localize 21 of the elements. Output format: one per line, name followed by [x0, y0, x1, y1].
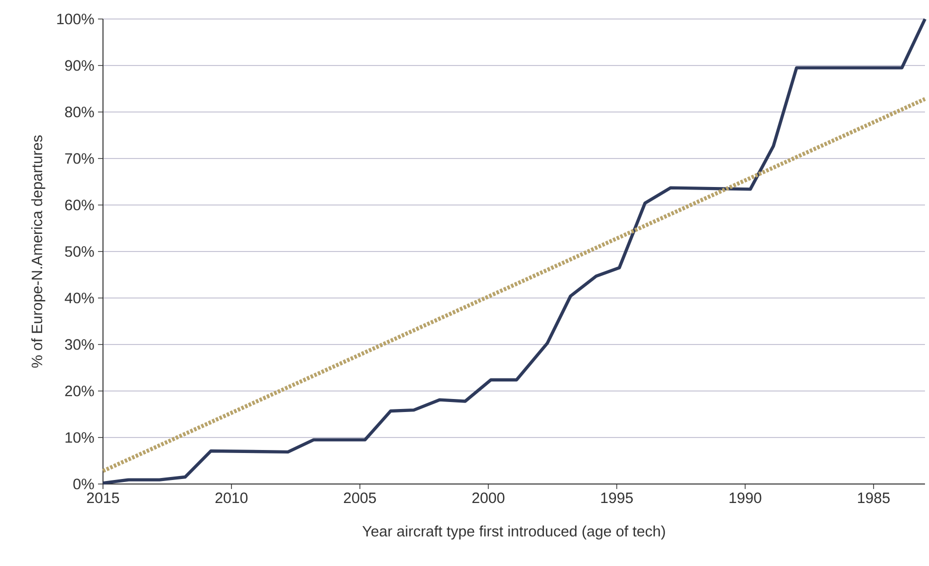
y-tick-label: 30%: [65, 339, 94, 350]
x-tick-label: 1990: [730, 492, 762, 504]
y-tick-label: 10%: [66, 432, 94, 443]
x-tick-label: 1985: [858, 492, 890, 504]
line-series: [101, 17, 927, 485]
x-tick-label: 2015: [87, 492, 120, 504]
y-axis-title: % of Europe-N.America departures: [31, 135, 46, 368]
y-tick-label: 100%: [57, 14, 94, 24]
y-tick-label: 20%: [65, 386, 94, 396]
x-tick-label: 2000: [472, 492, 504, 504]
y-tick-label: 0%: [73, 478, 94, 490]
y-tick-label: 40%: [64, 292, 94, 304]
y-tick-label: 70%: [65, 153, 94, 164]
x-tick-label: 1995: [601, 492, 633, 504]
y-tick-label: 50%: [65, 246, 94, 257]
y-tick-label: 90%: [65, 60, 94, 71]
x-tick-label: 2010: [216, 492, 248, 504]
x-axis-title: Year aircraft type first introduced (age of tech): [362, 526, 665, 540]
x-tick-label: 2005: [344, 492, 376, 504]
y-tick-label: 80%: [65, 106, 94, 118]
y-tick-label: 60%: [65, 200, 94, 210]
